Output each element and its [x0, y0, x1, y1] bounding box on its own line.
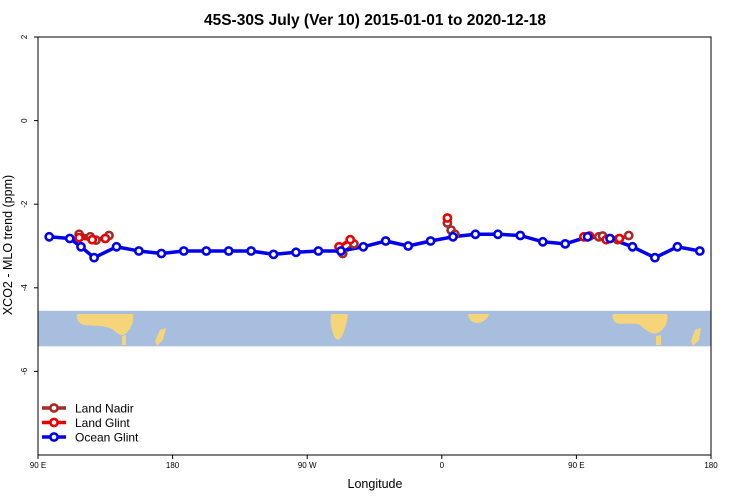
legend-label: Ocean Glint	[75, 430, 139, 444]
land-glint-point	[614, 233, 625, 244]
ocean-glint-point	[582, 231, 593, 242]
legend-label: Land Glint	[75, 416, 130, 430]
y-axis-label: XCO2 - MLO trend (ppm)	[1, 175, 15, 315]
landmass-5	[468, 314, 489, 323]
ocean-glint-point	[358, 241, 369, 252]
ocean-glint-point	[515, 230, 526, 241]
legend-marker	[49, 432, 59, 442]
ocean-glint-point	[76, 241, 86, 252]
land-nadir-point	[623, 230, 634, 241]
x-tick-label: 90 E	[30, 461, 46, 470]
y-axis: 2 0 -2 -4 -6	[20, 34, 38, 375]
x-tick-label: 180	[166, 461, 180, 470]
landmass-8	[691, 328, 701, 346]
ocean-glint-point	[492, 229, 503, 240]
x-tick-label: 90 W	[298, 461, 317, 470]
land-glint-point	[345, 234, 356, 245]
x-tick-label: 0	[440, 461, 445, 470]
landmass-2	[122, 335, 126, 345]
ocean-glint-point	[313, 246, 324, 256]
ocean-glint-point	[560, 238, 571, 249]
legend-label: Land Nadir	[75, 401, 134, 415]
ocean-glint-point	[448, 231, 458, 242]
ocean-glint-point	[246, 246, 256, 256]
ocean-glint-point	[537, 236, 548, 247]
plot-frame	[37, 36, 712, 456]
ocean-glint-point	[89, 252, 99, 263]
landmass-4	[330, 314, 348, 340]
land-glint-point	[87, 234, 98, 245]
ocean-glint-point	[627, 241, 638, 252]
world-map-band	[38, 310, 711, 347]
ocean-glint-point	[403, 241, 414, 251]
landmass-3	[155, 328, 166, 346]
ocean-glint-point	[111, 241, 122, 252]
ocean-glint-point	[201, 246, 212, 256]
legend-marker	[49, 403, 59, 413]
x-axis: 90 E 180 90 W 0 90 E 180	[30, 455, 718, 470]
ocean-glint-point	[425, 236, 436, 246]
y-tick-label: -4	[20, 284, 29, 292]
x-tick-label: 90 E	[568, 461, 584, 470]
ocean-glint-point	[268, 249, 279, 260]
legend-marker	[49, 417, 59, 428]
ocean-glint-point	[650, 252, 660, 263]
map-landmasses	[76, 314, 701, 346]
ocean-glint-point	[44, 231, 55, 242]
y-tick-label: -6	[20, 367, 29, 375]
y-tick-label: 2	[20, 34, 29, 39]
ocean-glint-point	[470, 229, 481, 240]
series-points	[44, 213, 705, 263]
ocean-glint-point	[335, 246, 346, 256]
chart-title: 45S-30S July (Ver 10) 2015-01-01 to 2020…	[204, 12, 546, 29]
landmass-6	[612, 314, 668, 334]
land-glint-point	[100, 233, 111, 244]
ocean-glint-point	[178, 246, 189, 256]
land-glint-point	[442, 213, 453, 223]
ocean-glint-point	[64, 233, 75, 244]
ocean-glint-point	[380, 236, 391, 246]
ocean-glint-point	[223, 246, 234, 256]
ocean-glint-point	[672, 241, 683, 252]
ocean-glint-point	[694, 246, 705, 256]
map-ocean	[38, 310, 711, 347]
landmass-7	[656, 335, 661, 345]
ocean-glint-point	[605, 233, 615, 244]
ocean-glint-point	[133, 246, 144, 256]
x-axis-label: Longitude	[348, 477, 403, 491]
ocean-glint-point	[291, 247, 301, 258]
y-tick-label: 0	[20, 118, 29, 123]
y-tick-label: -2	[20, 200, 29, 208]
land-glint-point	[74, 232, 84, 243]
landmass-1	[76, 314, 134, 336]
x-tick-label: 180	[704, 461, 718, 470]
ocean-glint-point	[156, 248, 167, 259]
